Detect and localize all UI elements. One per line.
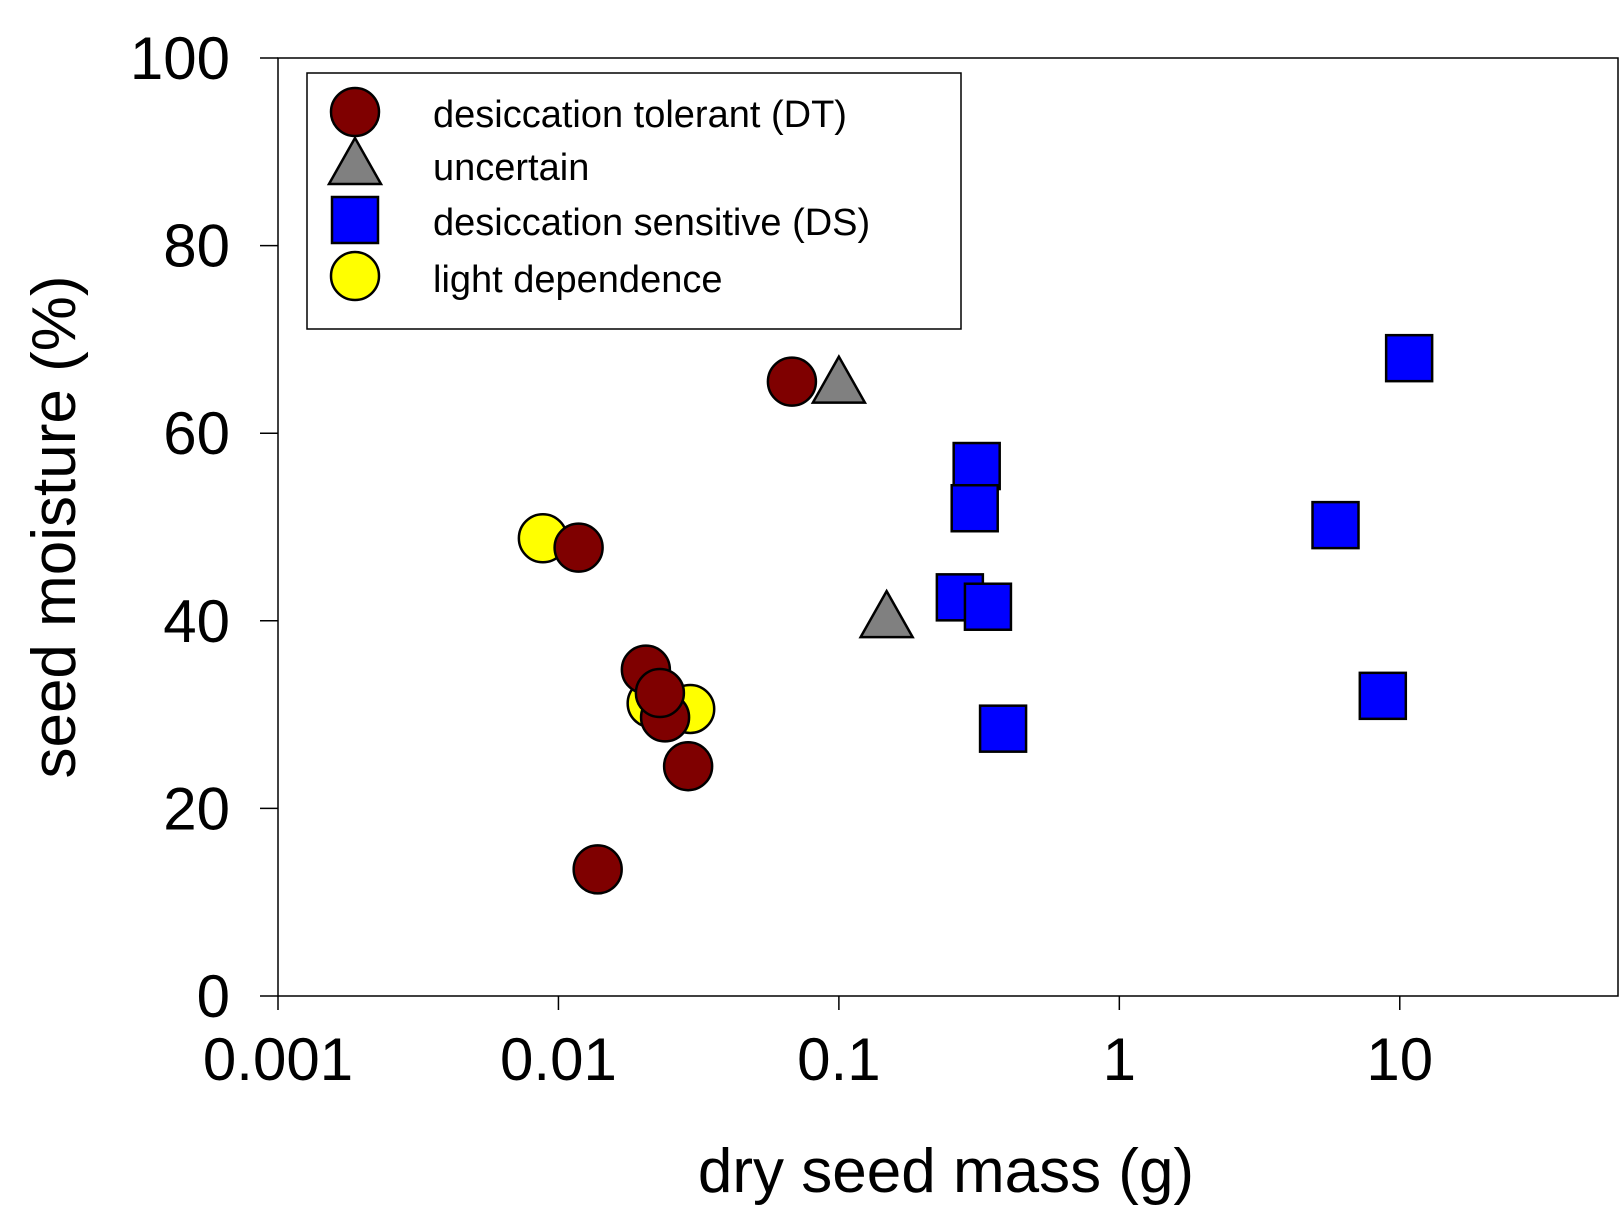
ds-point <box>1384 333 1434 383</box>
dt-point <box>553 522 604 573</box>
x-tick-label: 0.1 <box>797 1026 880 1093</box>
x-tick-label: 0.01 <box>500 1026 617 1093</box>
y-tick-label: 80 <box>163 213 230 280</box>
legend-label-ds: desiccation sensitive (DS) <box>433 202 870 244</box>
y-tick-label: 60 <box>163 400 230 467</box>
y-tick-label: 40 <box>163 588 230 655</box>
y-tick-label: 0 <box>197 963 230 1030</box>
x-axis: 0.001 0.01 0.1 1 10 <box>203 996 1433 1093</box>
ds-point <box>952 441 1001 491</box>
ds-point <box>950 483 999 533</box>
ds-point <box>1311 500 1360 550</box>
y-tick-label: 100 <box>130 25 230 92</box>
legend-marker-dt-point <box>329 86 381 138</box>
dt-point <box>766 356 818 407</box>
y-axis: 0 20 40 60 80 100 <box>130 25 278 1030</box>
y-axis-title: seed moisture (%) <box>20 275 89 778</box>
ds-point <box>1358 671 1408 721</box>
x-tick-label: 1 <box>1103 1026 1136 1093</box>
legend-box <box>306 72 962 330</box>
x-tick-label: 10 <box>1366 1026 1433 1093</box>
x-axis-title: dry seed mass (g) <box>698 1137 1194 1206</box>
legend-label-light: light dependence <box>433 259 722 301</box>
ds-point <box>963 582 1013 631</box>
legend-marker-ds-point <box>330 195 380 245</box>
legend-marker-uncertain-point <box>326 135 384 186</box>
uncertain-point <box>810 354 868 404</box>
uncertain-point <box>858 588 915 639</box>
dt-point <box>634 667 686 719</box>
dt-point <box>662 740 714 792</box>
y-tick-label: 20 <box>163 775 230 842</box>
legend-marker-light-dependence-point <box>329 250 381 302</box>
x-tick-label: 0.001 <box>203 1026 353 1093</box>
legend: desiccation tolerant (DT) uncertain desi… <box>306 72 962 330</box>
dt-point <box>572 844 623 895</box>
legend-label-uncertain: uncertain <box>433 147 589 189</box>
legend-label-dt: desiccation tolerant (DT) <box>433 94 847 136</box>
legend-markers <box>326 86 384 302</box>
data-points <box>517 333 1434 895</box>
ds-point <box>978 704 1028 753</box>
